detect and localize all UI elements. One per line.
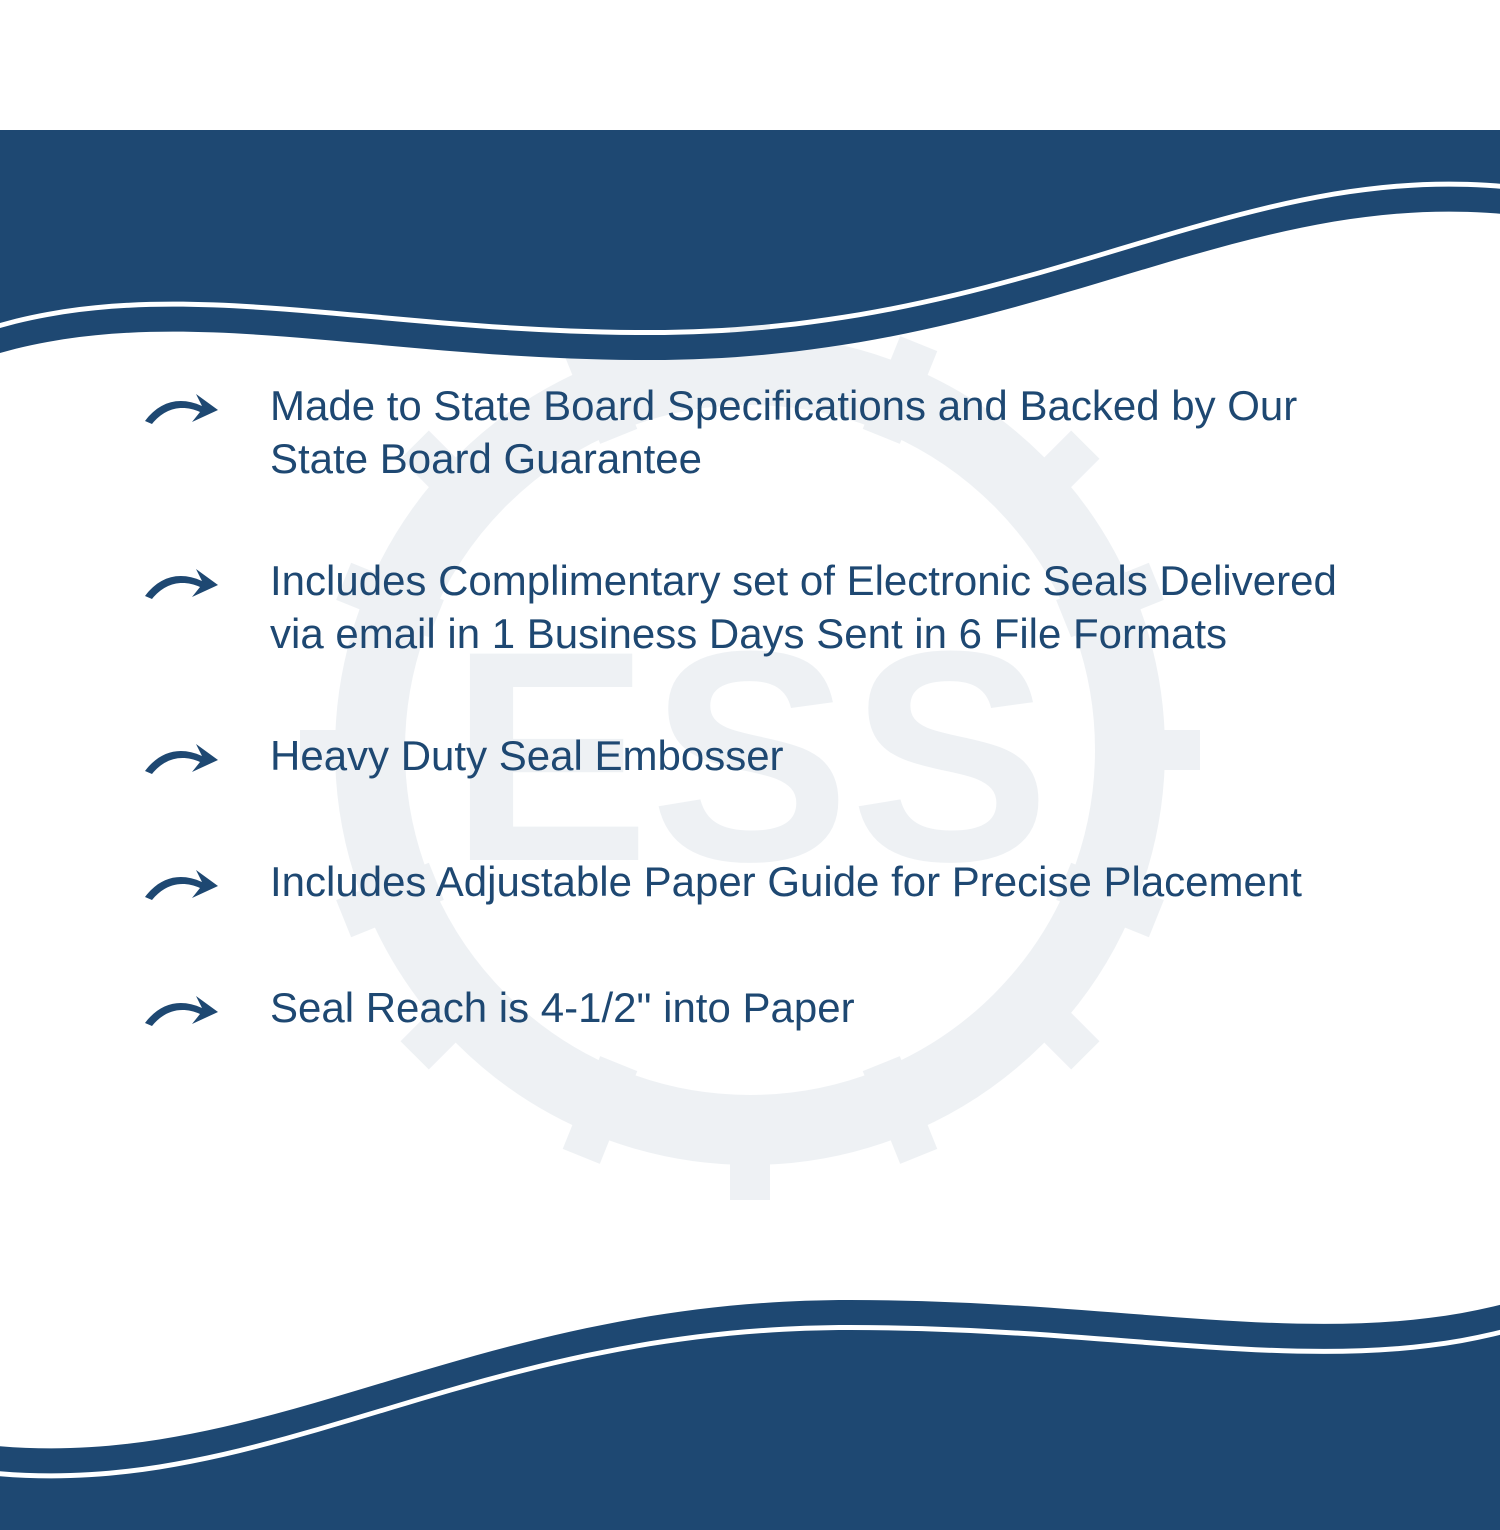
arrow-icon [140, 862, 220, 912]
feature-item: Includes Complimentary set of Electronic… [140, 555, 1400, 660]
feature-text: Includes Complimentary set of Electronic… [270, 555, 1400, 660]
arrow-icon [140, 988, 220, 1038]
feature-item: Includes Adjustable Paper Guide for Prec… [140, 856, 1400, 912]
feature-text: Heavy Duty Seal Embosser [270, 730, 784, 783]
feature-item: Made to State Board Specifications and B… [140, 380, 1400, 485]
feature-text: Seal Reach is 4-1/2" into Paper [270, 982, 855, 1035]
page-title: ELR SEAL FEATURES [0, 30, 1500, 133]
feature-item: Seal Reach is 4-1/2" into Paper [140, 982, 1400, 1038]
arrow-icon [140, 561, 220, 611]
arrow-icon [140, 736, 220, 786]
feature-text: Made to State Board Specifications and B… [270, 380, 1400, 485]
arrow-icon [140, 386, 220, 436]
feature-item: Heavy Duty Seal Embosser [140, 730, 1400, 786]
bottom-wave-decoration [0, 1130, 1500, 1530]
feature-list: Made to State Board Specifications and B… [140, 380, 1400, 1108]
feature-text: Includes Adjustable Paper Guide for Prec… [270, 856, 1302, 909]
infographic-card: ESS ELR SEAL FEATURES Made to State Boar… [0, 0, 1500, 1500]
